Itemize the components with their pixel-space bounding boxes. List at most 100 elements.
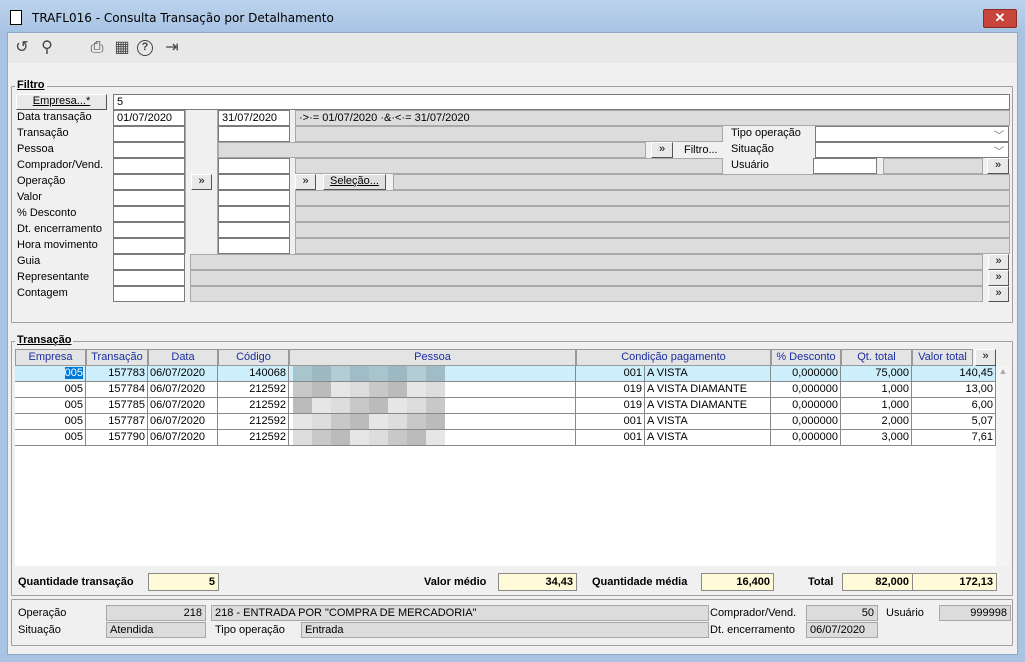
cell-valor-total: 7,61 <box>912 430 996 446</box>
representante-expand-button[interactable]: » <box>988 270 1009 286</box>
cell-desconto: 0,000000 <box>771 430 841 446</box>
print-icon[interactable]: ⎙ <box>90 39 104 56</box>
desconto-de-input[interactable] <box>113 206 185 222</box>
table-row[interactable] <box>15 382 996 398</box>
transacao-ate-input[interactable] <box>218 126 290 142</box>
column-header-empresa[interactable]: Empresa <box>15 349 86 366</box>
usuario-input[interactable] <box>813 158 877 174</box>
column-header-codigo[interactable]: Código <box>218 349 289 366</box>
pessoa-expand-button[interactable]: » <box>651 142 673 158</box>
tipo-operacao-select[interactable]: ﹀ <box>815 126 1009 142</box>
column-header-valor-total[interactable]: Valor total <box>912 349 973 366</box>
operacao-label: Operação <box>18 607 67 619</box>
blurred-name-block <box>293 414 312 429</box>
cell-empresa: 005 <box>15 398 86 414</box>
operacao-expand-button[interactable]: » <box>295 174 316 190</box>
valor-de-input[interactable] <box>113 190 185 206</box>
exit-icon[interactable]: ⇥ <box>165 39 179 56</box>
empresa-button[interactable]: Empresa...* <box>16 94 107 110</box>
column-header-transacao[interactable]: Transação <box>86 349 148 366</box>
table-row[interactable] <box>15 398 996 414</box>
cell-empresa-text: 005 <box>64 415 83 427</box>
cell-valor-total: 5,07 <box>912 414 996 430</box>
data-fim-input[interactable]: 31/07/2020 <box>218 110 290 126</box>
cell-transacao: 157790 <box>86 430 148 446</box>
refresh-icon[interactable]: ↺ <box>15 39 29 56</box>
cell-codigo: 140068 <box>218 366 289 382</box>
column-header-qt-total[interactable]: Qt. total <box>841 349 912 366</box>
hora-movimento-desc <box>295 238 1010 254</box>
pessoa-de-input[interactable] <box>113 142 185 158</box>
more-columns-button[interactable]: » <box>975 349 996 366</box>
blurred-name-block <box>426 382 445 397</box>
blurred-name-block <box>426 398 445 413</box>
help-icon[interactable]: ? <box>137 40 153 56</box>
representante-desc <box>190 270 983 286</box>
guia-label: Guia <box>17 255 41 267</box>
data-expressao: ·>·= 01/07/2020 ·&·<·= 31/07/2020 <box>295 110 1010 126</box>
selecao-button[interactable]: Seleção... <box>323 174 386 190</box>
calendar-icon[interactable]: ▦ <box>114 39 130 56</box>
blurred-name-block <box>388 430 407 445</box>
filtro-group <box>11 86 1013 323</box>
cell-qt-total: 1,000 <box>841 382 912 398</box>
dt-encerramento-detalhe-label: Dt. encerramento <box>710 624 795 636</box>
comprador-ate-input[interactable] <box>218 158 290 174</box>
hora-movimento-ate-input[interactable] <box>218 238 290 254</box>
transacao-de-input[interactable] <box>113 126 185 142</box>
representante-de-input[interactable] <box>113 270 185 286</box>
blurred-name-block <box>426 414 445 429</box>
guia-desc <box>190 254 983 270</box>
total-qt-value: 82,000 <box>842 573 913 591</box>
filtro-button[interactable]: Filtro... <box>684 144 718 156</box>
contagem-de-input[interactable] <box>113 286 185 302</box>
guia-expand-button[interactable]: » <box>988 254 1009 270</box>
column-header-pessoa[interactable]: Pessoa <box>289 349 576 366</box>
data-inicio-input[interactable]: 01/07/2020 <box>113 110 185 126</box>
blurred-name-block <box>350 382 369 397</box>
cell-empresa: 005 <box>15 430 86 446</box>
desconto-ate-input[interactable] <box>218 206 290 222</box>
comprador-de-input[interactable] <box>113 158 185 174</box>
table-row[interactable] <box>15 430 996 446</box>
cell-codigo: 212592 <box>218 430 289 446</box>
usuario-detalhe-label: Usuário <box>886 607 924 619</box>
operacao-de-input[interactable] <box>113 174 185 190</box>
hora-movimento-de-input[interactable] <box>113 238 185 254</box>
situacao-select[interactable]: ﹀ <box>815 142 1009 158</box>
grid-scrollbar[interactable]: ▲ <box>996 366 1010 566</box>
column-header-data[interactable]: Data <box>148 349 218 366</box>
dt-encerramento-ate-input[interactable] <box>218 222 290 238</box>
empresa-input[interactable]: 5 <box>113 94 1010 110</box>
blurred-name-block <box>350 430 369 445</box>
table-row[interactable] <box>15 366 996 382</box>
search-icon[interactable]: ⚲ <box>41 39 53 56</box>
column-header-condicao[interactable]: Condição pagamento <box>576 349 771 366</box>
operacao-ate-input[interactable] <box>218 174 290 190</box>
usuario-label: Usuário <box>731 159 769 171</box>
usuario-desc <box>883 158 983 174</box>
table-row[interactable] <box>15 414 996 430</box>
situacao-detalhe-value: Atendida <box>106 622 206 638</box>
operacao-label: Operação <box>17 175 66 187</box>
comprador-desc <box>295 158 723 174</box>
valor-medio-value: 34,43 <box>498 573 577 591</box>
valor-ate-input[interactable] <box>218 190 290 206</box>
cell-empresa: 005 <box>15 366 86 382</box>
operacao-desc <box>393 174 1010 190</box>
dt-encerramento-de-input[interactable] <box>113 222 185 238</box>
close-button[interactable]: ✕ <box>983 9 1017 28</box>
contagem-expand-button[interactable]: » <box>988 286 1009 302</box>
blurred-name-block <box>388 414 407 429</box>
cell-pessoa <box>289 366 576 382</box>
comprador-value: 50 <box>806 605 878 621</box>
blurred-name-block <box>293 430 312 445</box>
contagem-desc <box>190 286 983 302</box>
guia-de-input[interactable] <box>113 254 185 270</box>
cell-codigo: 212592 <box>218 382 289 398</box>
situacao-label: Situação <box>731 143 774 155</box>
range-expand-button[interactable]: » <box>191 174 212 190</box>
column-header-desconto[interactable]: % Desconto <box>771 349 841 366</box>
usuario-expand-button[interactable]: » <box>987 158 1009 174</box>
cell-empresa: 005 <box>15 382 86 398</box>
